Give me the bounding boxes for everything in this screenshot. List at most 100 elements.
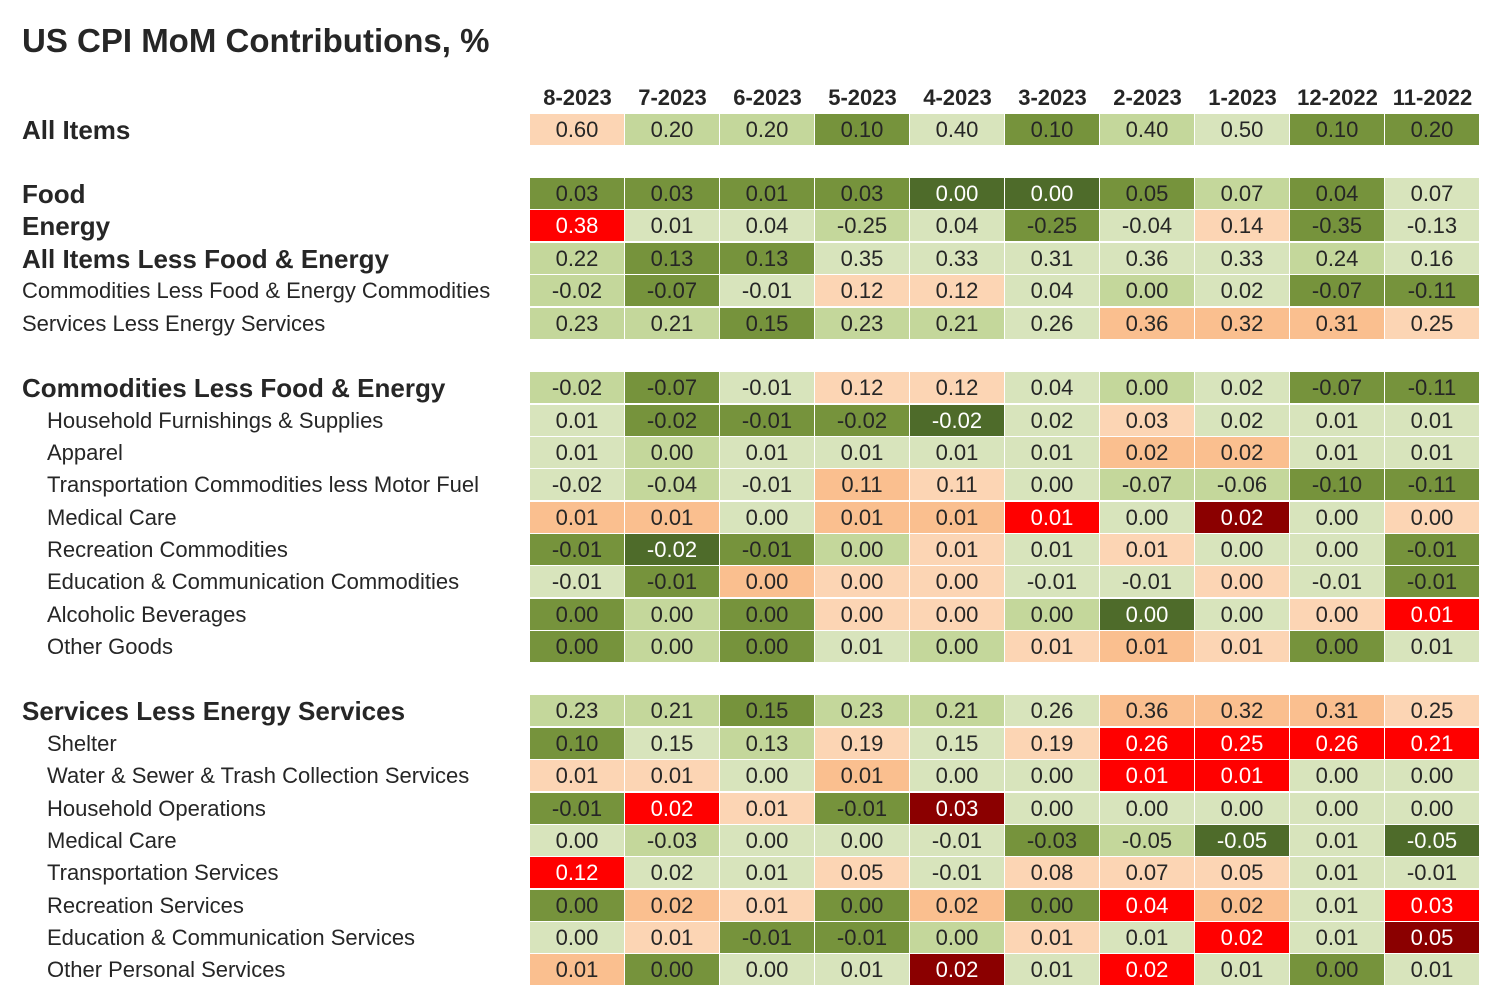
heatmap-cell: 0.01	[1005, 437, 1100, 470]
heatmap-cell: 0.60	[530, 114, 625, 147]
heatmap-cell: 0.22	[530, 243, 625, 276]
heatmap-cell: 0.12	[910, 275, 1005, 308]
heatmap-cell: -0.01	[910, 857, 1005, 890]
heatmap-cell: 0.01	[625, 760, 720, 793]
heatmap-cell: 0.00	[625, 437, 720, 470]
heatmap-cell: 0.00	[720, 954, 815, 987]
heatmap-cell: 0.03	[1385, 890, 1480, 923]
heatmap-cell: 0.01	[1100, 922, 1195, 955]
heatmap-cell: 0.02	[1195, 502, 1290, 535]
heatmap-cell: 0.01	[1100, 631, 1195, 664]
heatmap-cell: 0.01	[1005, 954, 1100, 987]
heatmap-cell: 0.01	[1290, 437, 1385, 470]
heatmap-cell: 0.00	[530, 825, 625, 858]
heatmap-cell: 0.00	[1290, 534, 1385, 567]
heatmap-cell: 0.00	[1290, 599, 1385, 632]
heatmap-cell: 0.03	[625, 178, 720, 211]
heatmap-cell: 0.00	[530, 599, 625, 632]
heatmap-cell: 0.38	[530, 210, 625, 243]
column-header: 5-2023	[828, 85, 897, 110]
column-header: 8-2023	[543, 85, 612, 110]
heatmap-cell: 0.31	[1290, 308, 1385, 341]
heatmap-cell: 0.00	[1100, 793, 1195, 826]
heatmap-cell: 0.31	[1290, 695, 1385, 728]
heatmap-cell: 0.01	[910, 534, 1005, 567]
heatmap-cell: 0.32	[1195, 695, 1290, 728]
heatmap-cell: 0.36	[1100, 243, 1195, 276]
heatmap-cell: -0.02	[625, 534, 720, 567]
heatmap-cell: 0.23	[815, 308, 910, 341]
heatmap-cell: 0.00	[1290, 793, 1385, 826]
heatmap-cell: 0.01	[815, 631, 910, 664]
column-header: 2-2023	[1113, 85, 1182, 110]
heatmap-cell: 0.00	[1005, 469, 1100, 502]
heatmap-cell: 0.00	[1290, 631, 1385, 664]
heatmap-cell: 0.00	[910, 599, 1005, 632]
heatmap-cell: 0.00	[815, 534, 910, 567]
heatmap-cell: 0.20	[720, 114, 815, 147]
heatmap-cell: 0.01	[720, 890, 815, 923]
heatmap-cell: 0.02	[1195, 890, 1290, 923]
heatmap-cell: 0.21	[910, 695, 1005, 728]
heatmap-cell: 0.03	[1100, 405, 1195, 438]
heatmap-cell: 0.05	[1385, 922, 1480, 955]
heatmap-cell: 0.13	[625, 243, 720, 276]
heatmap-cell: -0.07	[1290, 372, 1385, 405]
row-label: Water & Sewer & Trash Collection Service…	[47, 763, 470, 788]
heatmap-cell: -0.01	[720, 405, 815, 438]
heatmap-cell: 0.02	[625, 890, 720, 923]
heatmap-cell: 0.00	[1385, 793, 1480, 826]
heatmap-cell: 0.00	[530, 631, 625, 664]
heatmap-cell: -0.01	[815, 793, 910, 826]
heatmap-cell: 0.12	[530, 857, 625, 890]
heatmap-cell: -0.13	[1385, 210, 1480, 243]
heatmap-cell: 0.04	[1005, 275, 1100, 308]
heatmap-cell: 0.02	[910, 954, 1005, 987]
heatmap-cell: -0.01	[1385, 857, 1480, 890]
heatmap-cell: 0.25	[1385, 308, 1480, 341]
heatmap-cell: -0.07	[625, 275, 720, 308]
heatmap-cell: -0.11	[1385, 372, 1480, 405]
heatmap-cell: -0.06	[1195, 469, 1290, 502]
row-label: Recreation Commodities	[47, 537, 288, 562]
heatmap-cell: 0.00	[1195, 599, 1290, 632]
heatmap-cell: -0.03	[1005, 825, 1100, 858]
heatmap-cell: 0.08	[1005, 857, 1100, 890]
heatmap-cell: 0.01	[1005, 534, 1100, 567]
heatmap-cell: 0.40	[1100, 114, 1195, 147]
row-label: Education & Communication Services	[47, 925, 416, 950]
heatmap-cell: 0.21	[1385, 728, 1480, 761]
heatmap-cell: 0.02	[1195, 372, 1290, 405]
heatmap-cell: -0.01	[1100, 566, 1195, 599]
heatmap-cell: 0.05	[1195, 857, 1290, 890]
row-label: All Items Less Food & Energy	[22, 244, 389, 274]
heatmap-cell: 0.01	[1385, 631, 1480, 664]
heatmap-cell: 0.02	[625, 793, 720, 826]
chart-title: US CPI MoM Contributions, %	[22, 22, 490, 59]
row-label: Other Goods	[47, 634, 173, 659]
heatmap-cell: 0.01	[1385, 405, 1480, 438]
heatmap-cell: -0.05	[1385, 825, 1480, 858]
heatmap-cell: -0.04	[625, 469, 720, 502]
heatmap-cell: 0.33	[910, 243, 1005, 276]
heatmap-cell: 0.04	[1100, 890, 1195, 923]
heatmap-cell: -0.11	[1385, 275, 1480, 308]
heatmap-cell: 0.01	[1290, 922, 1385, 955]
heatmap-cell: -0.01	[720, 469, 815, 502]
heatmap-cell: 0.00	[1005, 760, 1100, 793]
heatmap-cell: 0.01	[530, 437, 625, 470]
heatmap-cell: 0.20	[625, 114, 720, 147]
heatmap-cell: 0.01	[815, 954, 910, 987]
heatmap-cell: 0.02	[1195, 405, 1290, 438]
row-label: Transportation Services	[47, 860, 279, 885]
heatmap-cell: 0.02	[625, 857, 720, 890]
heatmap-cell: -0.01	[720, 275, 815, 308]
heatmap-cell: 0.00	[1385, 502, 1480, 535]
heatmap-cell: 0.21	[625, 695, 720, 728]
heatmap-cell: 0.01	[530, 405, 625, 438]
heatmap-cell: 0.01	[1290, 890, 1385, 923]
heatmap-cell: 0.01	[815, 437, 910, 470]
row-label: Medical Care	[47, 505, 177, 530]
row-label: Alcoholic Beverages	[47, 602, 247, 627]
row-label: Household Operations	[47, 796, 266, 821]
